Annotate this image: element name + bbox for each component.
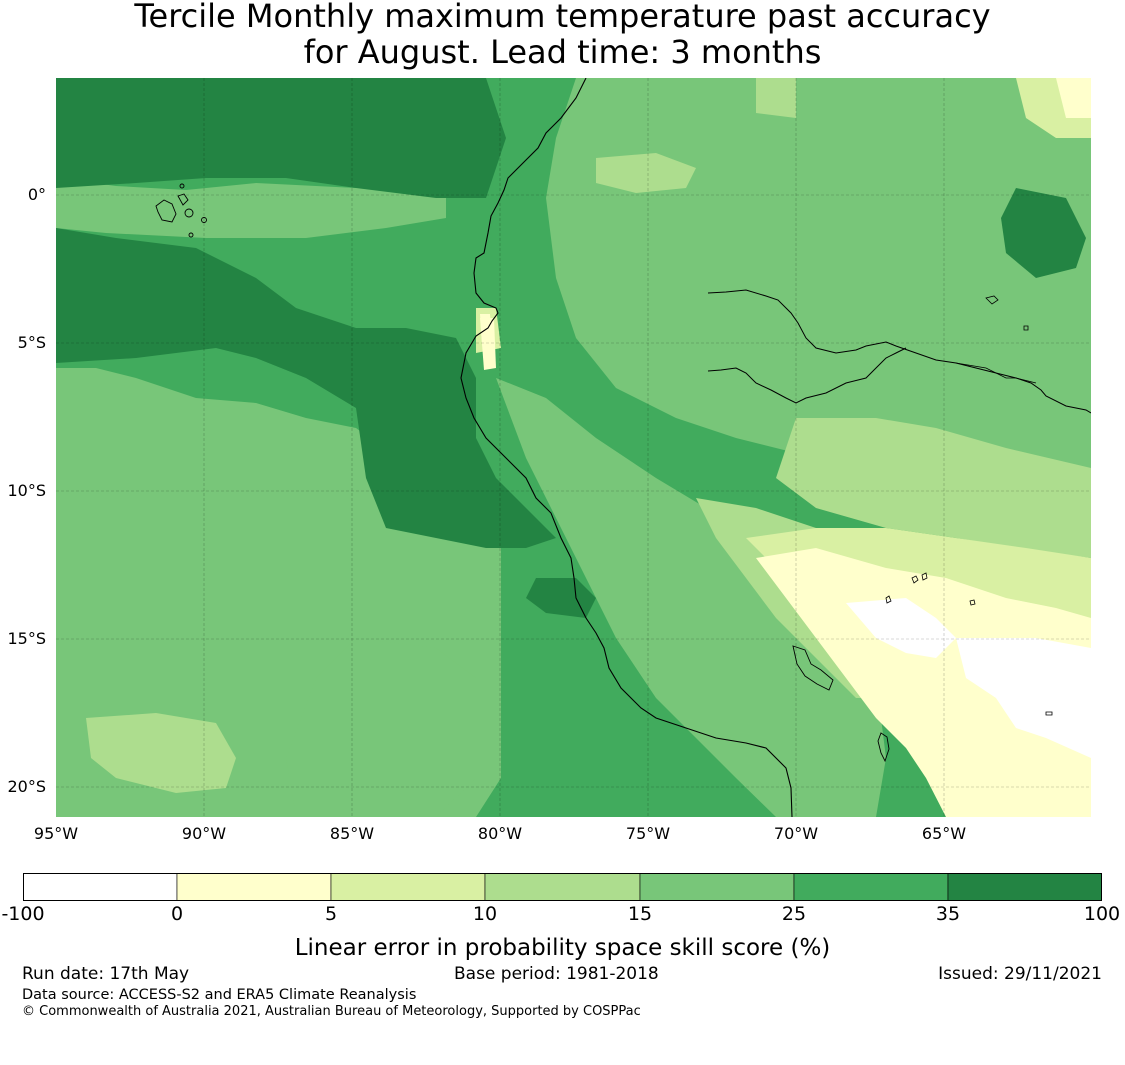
skill-region-35-100 <box>56 228 556 548</box>
maranon-river <box>707 347 907 404</box>
lon-label-75w: 75°W <box>625 824 671 843</box>
lon-label-85w: 85°W <box>329 824 375 843</box>
legend-swatch-15-25 <box>639 873 795 901</box>
run-date: Run date: 17th May <box>22 964 190 984</box>
skill-region-35-100 <box>1001 188 1086 278</box>
lon-label-65w: 65°W <box>921 824 967 843</box>
legend-colorbar <box>23 873 1102 901</box>
legend-tick-neg100: -100 <box>1 903 45 925</box>
skill-region-10-15 <box>756 78 796 118</box>
skill-region-10-15 <box>776 418 1091 558</box>
map-title-line-2: for August. Lead time: 3 months <box>303 33 822 71</box>
lon-label-80w: 80°W <box>477 824 523 843</box>
legend-tick-35: 35 <box>935 903 961 925</box>
lon-label-70w: 70°W <box>773 824 819 843</box>
skill-region-35-100 <box>56 78 506 198</box>
legend-tick-15: 15 <box>627 903 653 925</box>
skill-region-0-5 <box>756 548 1091 817</box>
lat-label-10s: 10°S <box>7 481 46 500</box>
lake-titicaca <box>792 645 834 691</box>
galapagos-islands <box>155 183 207 238</box>
legend-tick-25: 25 <box>781 903 807 925</box>
base-period: Base period: 1981-2018 <box>454 964 659 984</box>
legend-tick-100: 100 <box>1083 903 1121 925</box>
coastline <box>460 78 793 817</box>
legend-swatch-5-10 <box>330 873 486 901</box>
legend-swatch-0-5 <box>176 873 332 901</box>
skill-region-10-15 <box>596 153 696 193</box>
lon-label-90w: 90°W <box>181 824 227 843</box>
lake-poopo <box>877 732 890 763</box>
legend-swatch-35-100 <box>947 873 1102 901</box>
graticule <box>56 78 1091 817</box>
legend-swatch-25-35 <box>793 873 949 901</box>
legend-tick-10: 10 <box>472 903 498 925</box>
skill-region-10-15 <box>86 713 236 793</box>
skill-region-15-25 <box>496 378 886 817</box>
legend-tick-5: 5 <box>324 903 338 925</box>
skill-region-0-5 <box>1056 78 1091 118</box>
lat-label-20s: 20°S <box>7 777 46 796</box>
skill-region-below-0 <box>956 638 1091 758</box>
legend-label: Linear error in probability space skill … <box>294 935 831 961</box>
lat-label-15s: 15°S <box>7 629 46 648</box>
legend-swatch-10-15 <box>484 873 641 901</box>
map-title-line-1: Tercile Monthly maximum temperature past… <box>134 0 991 35</box>
lat-label-0: 0° <box>27 185 46 204</box>
small-lakes <box>885 295 1053 716</box>
amazon-river <box>707 289 1091 414</box>
legend-tick-0: 0 <box>170 903 184 925</box>
skill-region-35-100 <box>526 578 596 618</box>
copyright: © Commonwealth of Australia 2021, Austra… <box>22 1004 641 1019</box>
amazon-tributary <box>955 362 1037 384</box>
lon-label-95w: 95°W <box>33 824 79 843</box>
skill-region-below-0 <box>846 598 956 658</box>
data-source: Data source: ACCESS-S2 and ERA5 Climate … <box>22 987 417 1003</box>
issued-date: Issued: 29/11/2021 <box>938 964 1102 984</box>
skill-region-15-25 <box>56 178 446 238</box>
skill-score-map <box>56 78 1091 817</box>
skill-region-15-25 <box>286 638 476 817</box>
legend-swatch-below-0 <box>23 873 178 901</box>
lat-label-5s: 5°S <box>17 333 46 352</box>
